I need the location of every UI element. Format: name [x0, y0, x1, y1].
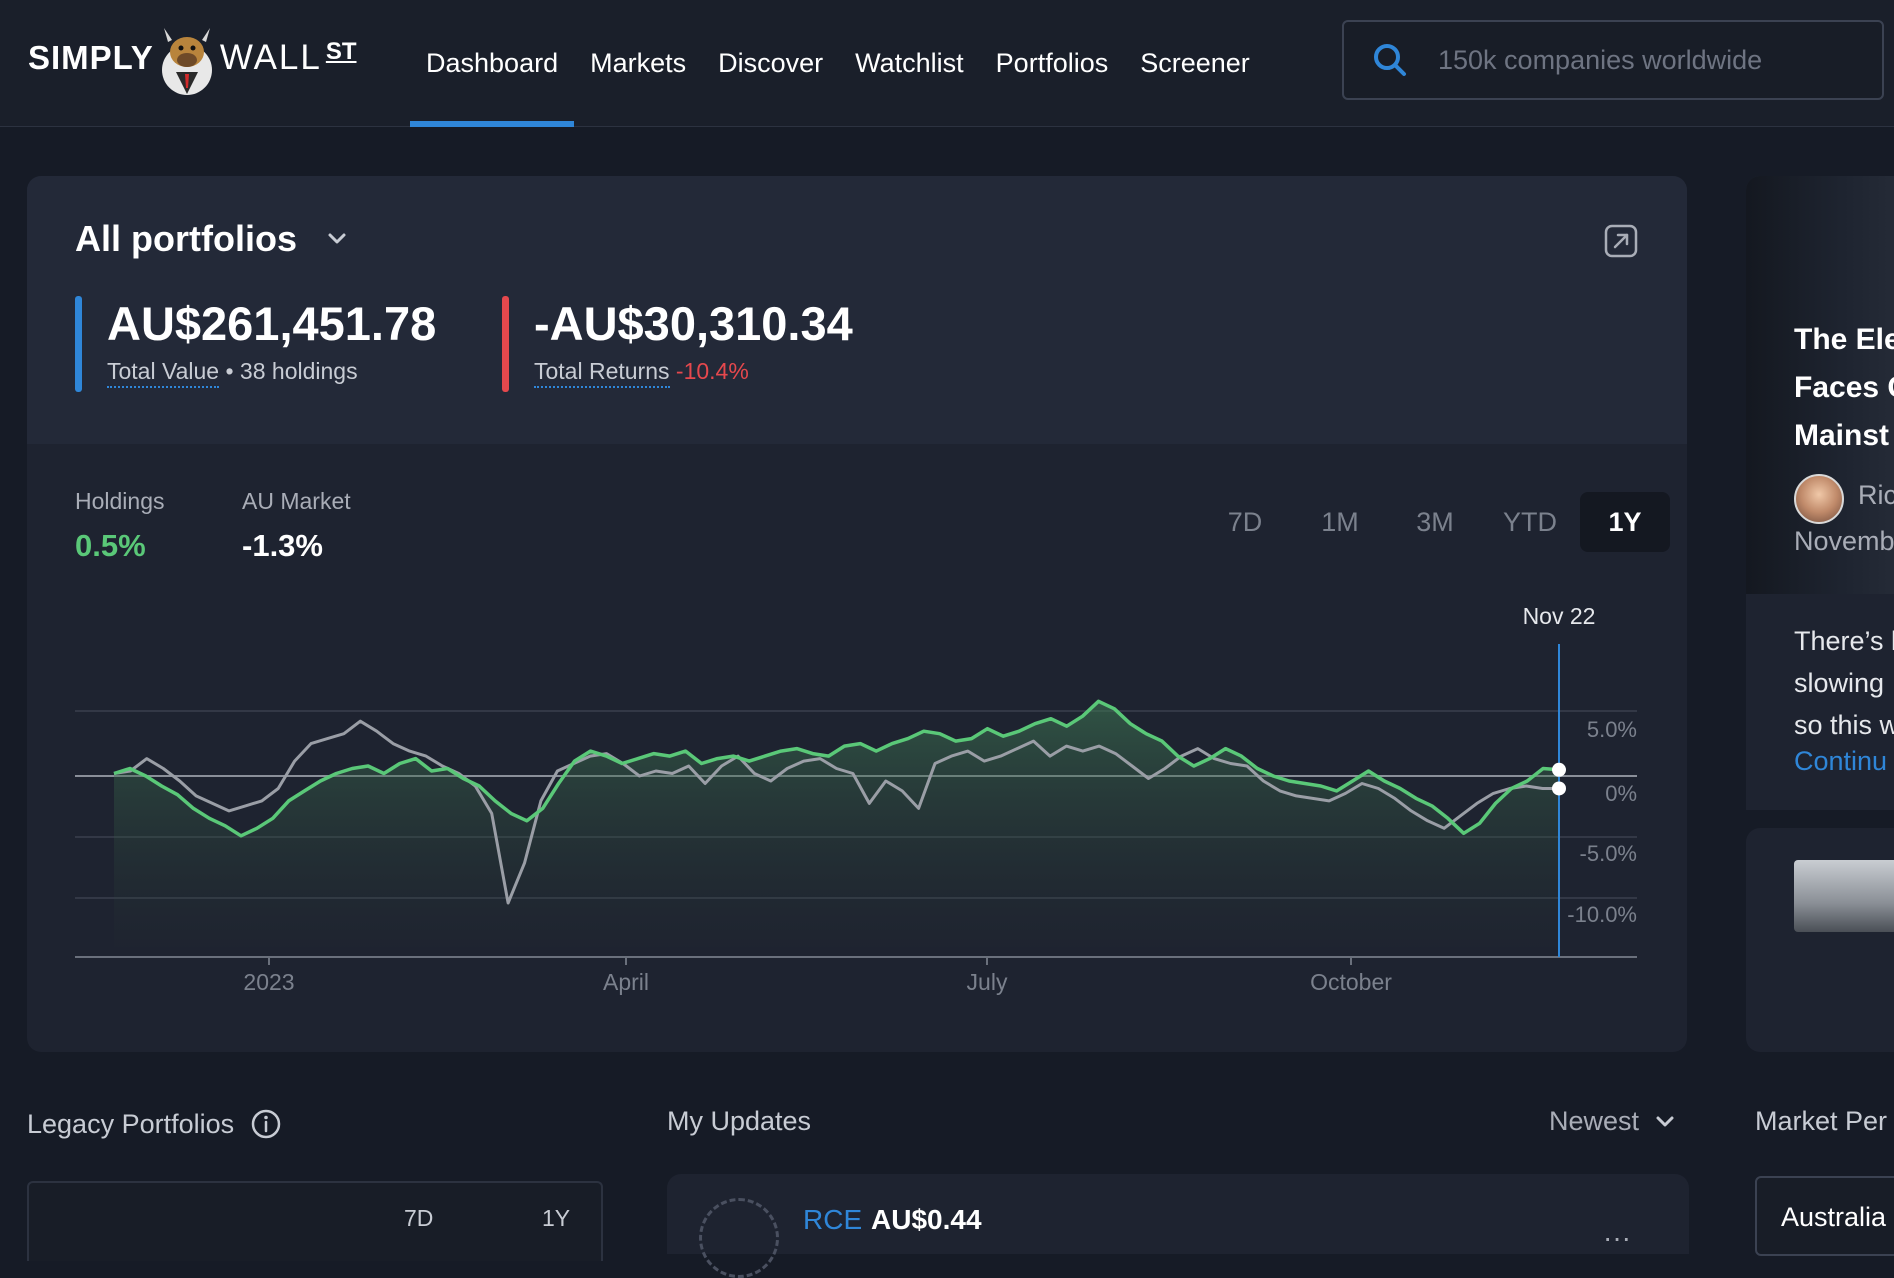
article-date: Novemb: [1794, 526, 1894, 556]
article-title[interactable]: The Ele Faces C Mainst: [1794, 323, 1894, 452]
legacy-portfolios-header: Legacy Portfolios: [27, 1108, 282, 1140]
expand-arrow-icon[interactable]: [1603, 223, 1639, 259]
holdings-endpoint-marker: [1552, 762, 1566, 777]
holdings-count: • 38 holdings: [225, 358, 358, 384]
y-tick-label: 5.0%: [1587, 717, 1637, 742]
info-icon[interactable]: [250, 1108, 282, 1140]
search-input[interactable]: [1438, 44, 1858, 76]
legacy-col-1y[interactable]: 1Y: [542, 1205, 571, 1231]
total-value-amount: AU$261,451.78: [107, 297, 437, 350]
total-value-accent: [75, 296, 82, 392]
market-country: Australia: [1781, 1202, 1887, 1232]
portfolio-selector[interactable]: All portfolios: [75, 218, 351, 260]
portfolio-panel: All portfolios AU$261,451.78 Total Value…: [27, 176, 1687, 1052]
range-1y[interactable]: 1Y: [1580, 492, 1670, 552]
x-tick-label: July: [967, 969, 1008, 995]
total-value-subtitle: Total Value • 38 holdings: [107, 358, 436, 388]
company-logo-icon: [699, 1198, 779, 1278]
range-3m[interactable]: 3M: [1416, 506, 1454, 537]
more-options-icon[interactable]: ···: [1603, 1222, 1631, 1253]
total-returns-stat: -AU$30,310.34 Total Returns -10.4%: [502, 296, 853, 392]
au-market-series-line: [113, 719, 1559, 905]
total-returns-percent: -10.4%: [675, 358, 749, 384]
update-price: AU$0.44: [871, 1204, 982, 1235]
portfolio-performance-chart[interactable]: 5.0% 0% -5.0% -10.0% 2023 April July October Nov…: [27, 176, 1687, 1052]
logo-text-st: ST: [325, 38, 357, 65]
nav-dashboard[interactable]: Dashboard: [410, 0, 575, 127]
y-tick-label: -10.0%: [1567, 902, 1637, 927]
search-icon: [1374, 44, 1406, 76]
total-value-stat: AU$261,451.78 Total Value • 38 holdings: [75, 296, 436, 392]
news-card-secondary[interactable]: [1746, 828, 1894, 1052]
chevron-down-icon: [328, 233, 346, 244]
nav-portfolios[interactable]: Portfolios: [995, 48, 1109, 78]
chevron-down-icon: [1656, 1116, 1674, 1126]
holdings-series-line: [113, 699, 1560, 838]
x-tick-label: 2023: [243, 969, 294, 995]
legacy-col-7d[interactable]: 7D: [404, 1205, 434, 1231]
top-navigation-bar: SIMPLY WALL ST Dashboard Markets Discove…: [0, 0, 1894, 127]
news-article-card[interactable]: The Ele Faces C Mainst Ric Novemb: [1746, 176, 1894, 594]
search-box[interactable]: [1342, 20, 1884, 100]
market-legend-value: -1.3%: [242, 528, 323, 563]
total-returns-label[interactable]: Total Returns: [534, 358, 670, 388]
legacy-portfolios-title: Legacy Portfolios: [27, 1108, 235, 1139]
nav-discover[interactable]: Discover: [718, 48, 824, 78]
total-returns-amount: -AU$30,310.34: [534, 297, 853, 350]
author-avatar: [1794, 474, 1844, 524]
logo-text-simply: SIMPLY: [28, 39, 154, 76]
nav-screener[interactable]: Screener: [1140, 48, 1250, 78]
y-tick-label: 0%: [1605, 781, 1637, 806]
legacy-portfolios-table: 7D 1Y: [27, 1181, 603, 1261]
range-1m[interactable]: 1M: [1321, 506, 1359, 537]
market-selector[interactable]: Australia: [1755, 1176, 1894, 1256]
chart-cursor-label: Nov 22: [1523, 603, 1596, 629]
sort-dropdown[interactable]: Newest: [1549, 1106, 1679, 1137]
x-tick-label: October: [1310, 969, 1392, 995]
y-tick-label: -5.0%: [1580, 841, 1637, 866]
market-performance-title: Market Per: [1755, 1106, 1888, 1136]
simply-wall-st-logo[interactable]: SIMPLY WALL ST: [28, 18, 357, 98]
x-tick-label: April: [603, 969, 649, 995]
total-returns-accent: [502, 296, 509, 392]
total-value-label[interactable]: Total Value: [107, 358, 220, 388]
main-nav: Dashboard Markets Discover Watchlist Por…: [410, 0, 1266, 127]
holdings-area-fill: [114, 701, 1559, 947]
news-thumbnail: [1794, 860, 1894, 932]
article-author: Ric: [1858, 480, 1894, 510]
time-range-selector: 7D 1M 3M YTD 1Y: [1195, 492, 1670, 552]
holdings-legend-label: Holdings: [75, 488, 165, 514]
nav-watchlist[interactable]: Watchlist: [855, 48, 964, 78]
holdings-legend-value: 0.5%: [75, 528, 146, 563]
nav-markets[interactable]: Markets: [590, 48, 687, 78]
total-returns-subtitle: Total Returns -10.4%: [534, 358, 853, 388]
range-7d[interactable]: 7D: [1227, 506, 1263, 537]
sort-label: Newest: [1549, 1106, 1640, 1136]
market-legend-label: AU Market: [242, 488, 351, 514]
article-excerpt: There’s l slowing so this w: [1794, 626, 1894, 740]
portfolio-summary: [27, 176, 1687, 444]
article-excerpt-card: There’s l slowing so this w Continu: [1746, 594, 1894, 810]
logo-text-wall: WALL: [219, 38, 322, 77]
range-ytd[interactable]: YTD: [1503, 506, 1557, 537]
article-hero-image: [1746, 176, 1894, 594]
update-item[interactable]: RCE AU$0.44 ···: [667, 1174, 1689, 1278]
market-endpoint-marker: [1552, 781, 1566, 796]
article-continue-link[interactable]: Continu: [1794, 746, 1888, 776]
update-ticker[interactable]: RCE: [803, 1204, 863, 1235]
portfolio-title: All portfolios: [75, 218, 297, 259]
my-updates-title: My Updates: [667, 1106, 812, 1136]
bull-mascot-icon: [161, 28, 212, 95]
